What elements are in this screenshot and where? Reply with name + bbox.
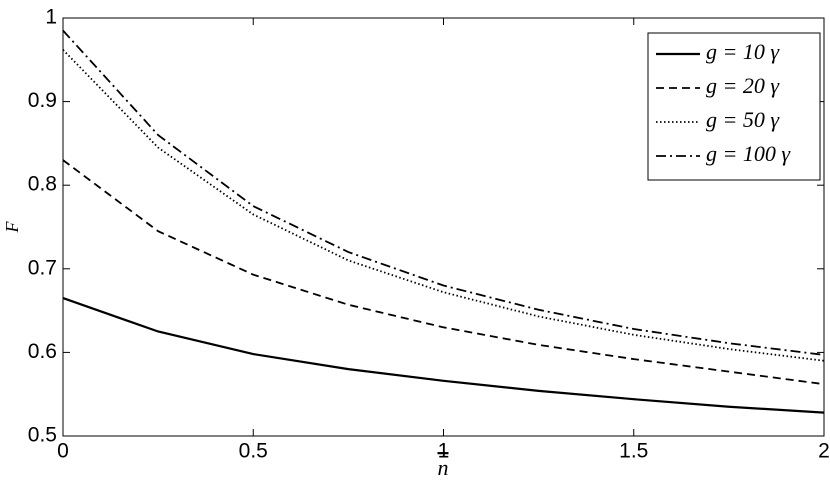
series-line xyxy=(62,297,825,414)
x-tick-label: 1 xyxy=(438,440,450,463)
legend-label: g = 100 γ xyxy=(706,141,791,166)
y-tick-label: 0.7 xyxy=(28,256,57,279)
series-line xyxy=(62,159,825,386)
y-tick-label: 0.6 xyxy=(28,340,57,363)
legend-label: g = 20 γ xyxy=(706,73,780,98)
series-line xyxy=(62,29,825,356)
legend-label: g = 10 γ xyxy=(706,39,780,64)
legend-label: g = 50 γ xyxy=(706,107,780,132)
x-tick-label: 0.5 xyxy=(239,440,268,463)
y-tick-label: 0.9 xyxy=(28,89,57,112)
x-tick-label: 1.5 xyxy=(619,440,648,463)
y-tick-label: 1 xyxy=(45,6,57,29)
y-axis-label: F xyxy=(2,221,22,234)
x-tick-label: 2 xyxy=(818,440,830,463)
y-tick-label: 0.8 xyxy=(28,173,57,196)
x-tick-label: 0 xyxy=(57,440,69,463)
y-tick-label: 0.5 xyxy=(28,424,57,447)
x-axis-label: n xyxy=(438,455,449,480)
